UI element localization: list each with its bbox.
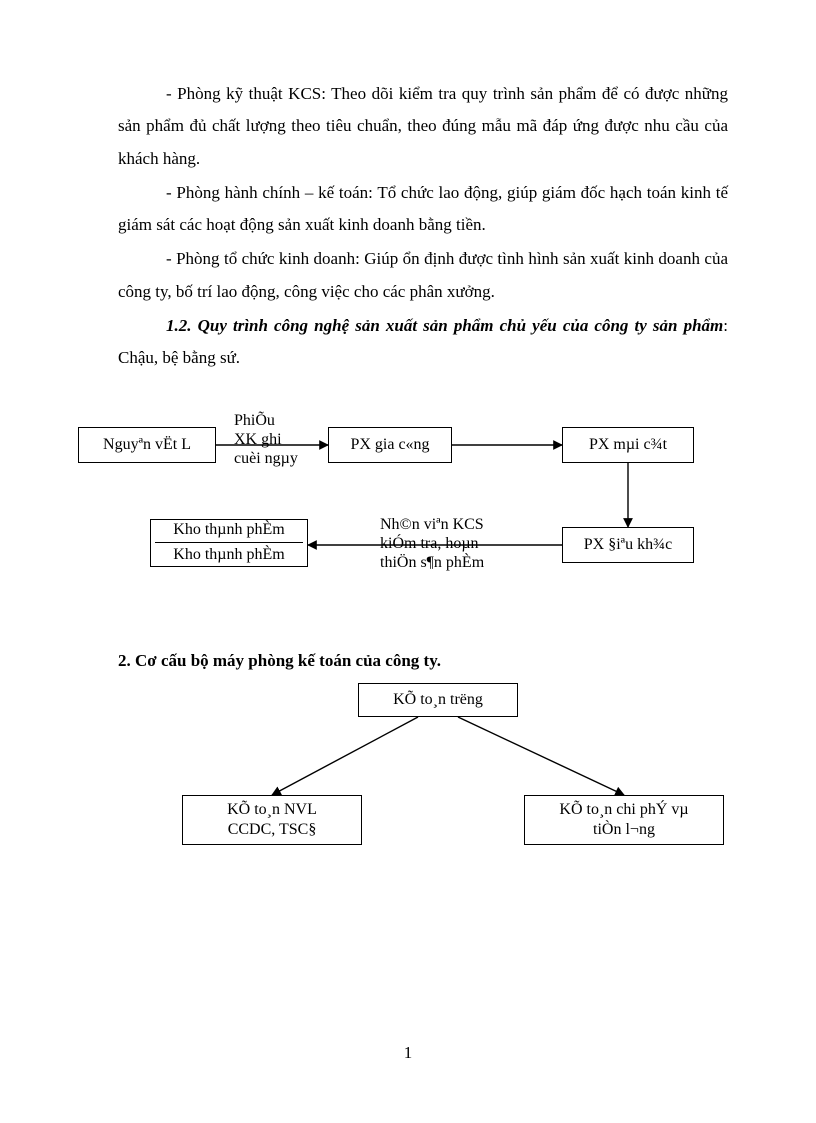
flow-node-n4: PX §iªu kh¾c — [562, 527, 694, 563]
org-node-right: KÕ to¸n chi phÝ vµtiÒn l¬ng — [524, 795, 724, 845]
org-node-root: KÕ to¸n trëng — [358, 683, 518, 717]
flow-node-n3: PX mµi c¾t — [562, 427, 694, 463]
process-flowchart: Nguyªn vËt L PX gia c«ng PX mµi c¾t PX §iªu… — [78, 403, 728, 603]
paragraph-hcketoan: - Phòng hành chính – kế toán: Tổ chức la… — [118, 177, 728, 242]
heading-1-2-bold: 1.2. Quy trình công nghệ sản xuất sản ph… — [166, 316, 723, 335]
org-chart: KÕ to¸n trëng KÕ to¸n NVLCCDC, TSC§ KÕ to¸… — [138, 683, 758, 863]
flow-node-n5: Kho thµnh phÈmKho thµnh phÈm — [150, 519, 308, 567]
heading-2: 2. Cơ cấu bộ máy phòng kế toán của công … — [118, 651, 728, 671]
flow-edgelabel-e45: Nh©n viªn KCSkiÓm tra, hoµnthiÖn s¶n phÈ… — [380, 515, 484, 573]
heading-1-2: 1.2. Quy trình công nghệ sản xuất sản ph… — [118, 310, 728, 375]
flow-node-n2: PX gia c«ng — [328, 427, 452, 463]
paragraph-tckd: - Phòng tổ chức kinh doanh: Giúp ổn định… — [118, 243, 728, 308]
flow-node-n1: Nguyªn vËt L — [78, 427, 216, 463]
org-node-left: KÕ to¸n NVLCCDC, TSC§ — [182, 795, 362, 845]
paragraph-kcs: - Phòng kỹ thuật KCS: Theo dõi kiểm tra … — [118, 78, 728, 175]
page-number: 1 — [0, 1043, 816, 1063]
flow-edgelabel-e12: PhiÕuXK ghicuèi ngµy — [234, 411, 298, 469]
